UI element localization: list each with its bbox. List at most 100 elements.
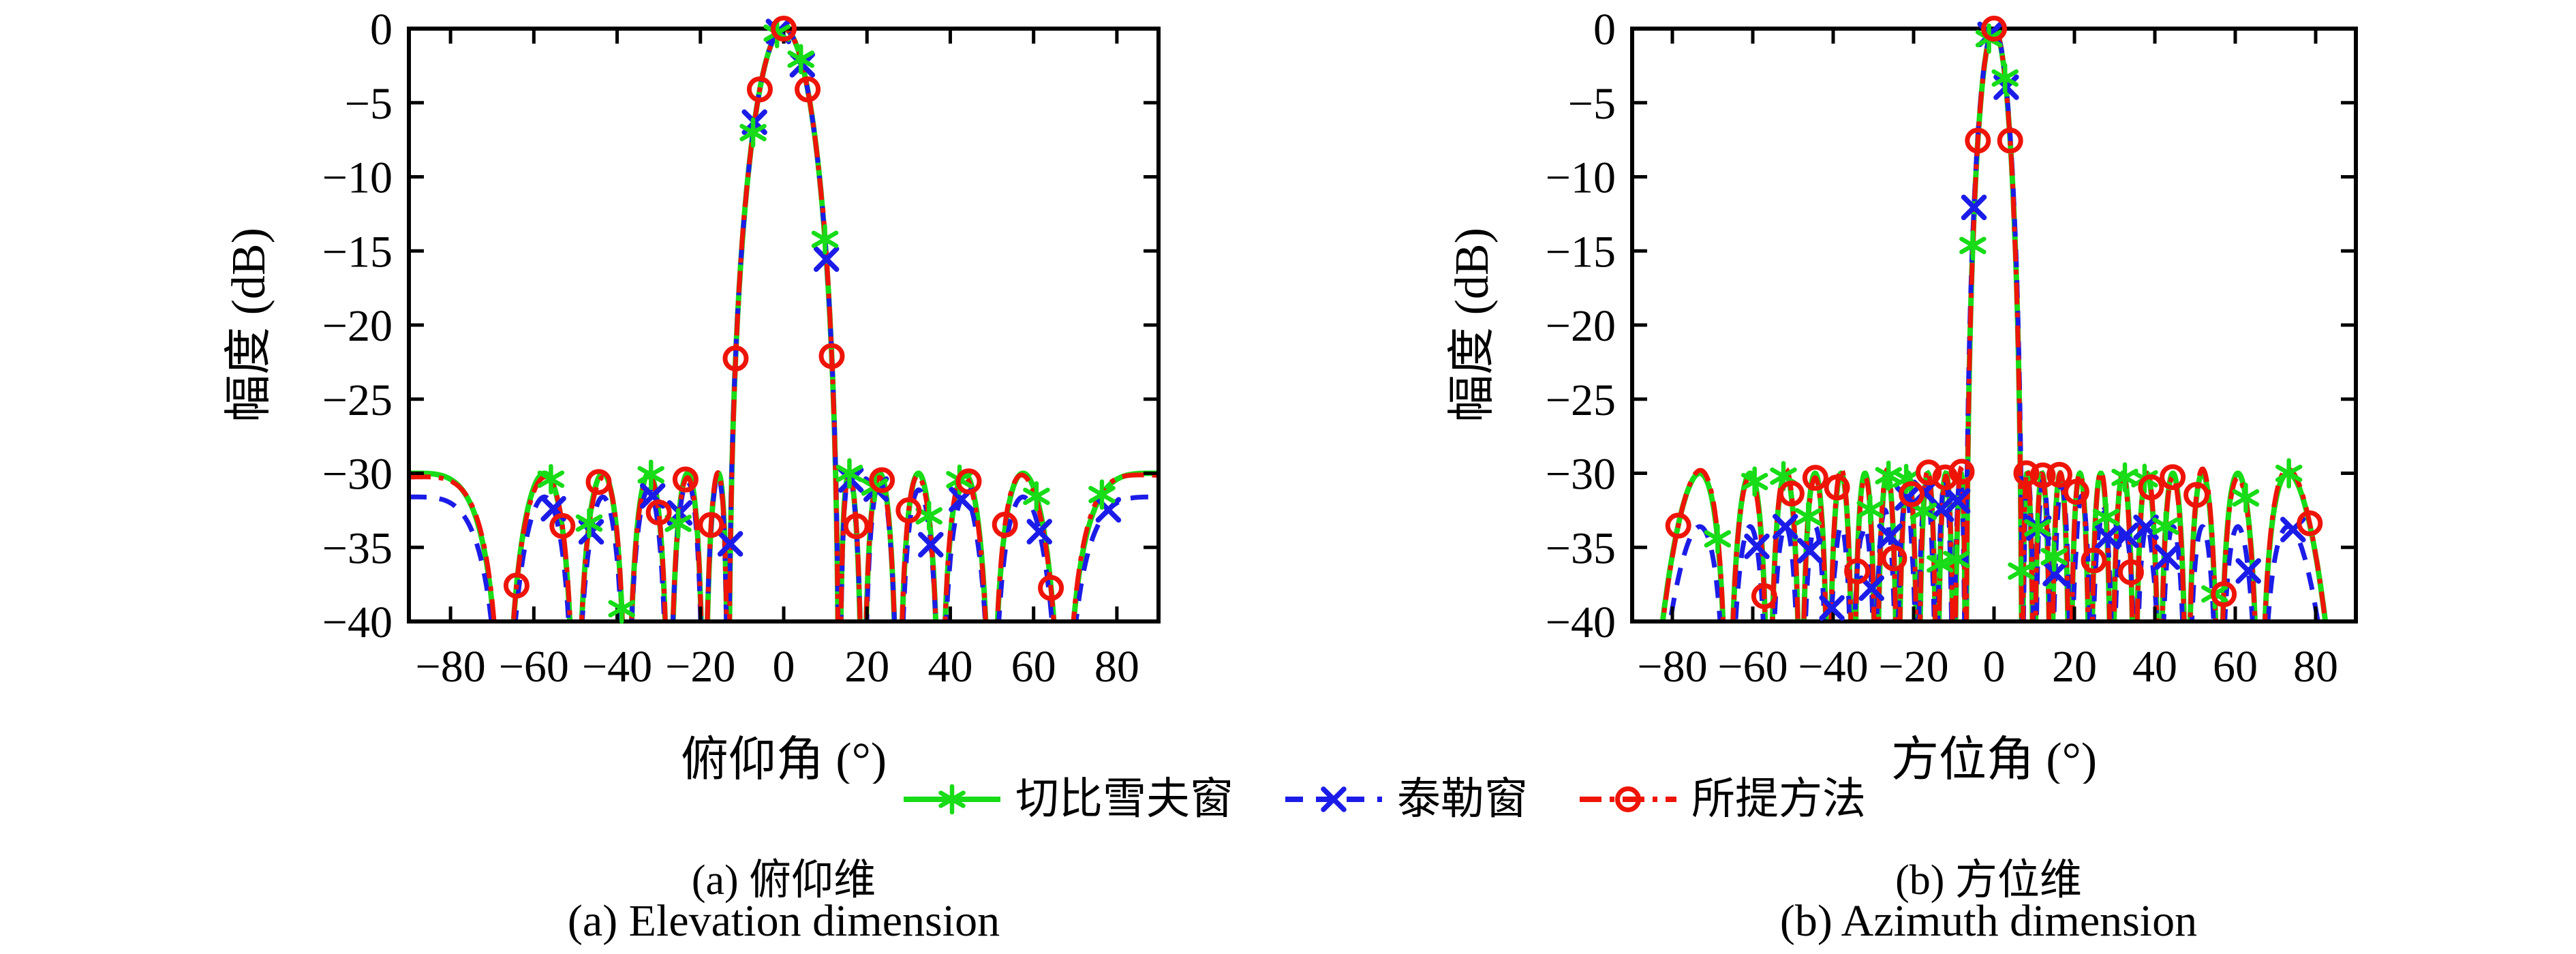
asterisk-marker [2232,482,2260,513]
taylor-line-sample [1285,786,1382,812]
circle-marker [795,76,821,103]
circle-marker [2138,474,2164,501]
asterisk-marker [1991,63,2019,93]
asterisk-marker [739,117,767,148]
proposed-method-markers [503,16,1064,601]
chebyshev-line-sample [904,784,1000,815]
circle-marker [1899,481,1925,508]
azimuth-chart: −80 −60 −40 −20 0 20 40 60 800−5−10−15−20−25−30−… [1446,5,2358,784]
markers-layer [1665,16,2323,621]
legend-label-taylor-window: 泰勒窗 [1397,775,1528,823]
y-tick-label: −10 [1546,153,1616,203]
x-tick-label: 40 [2132,642,2177,692]
legend-label-proposed-method: 所提方法 [1691,775,1866,823]
x-axis-label: 方位角 (°) [1891,734,2097,784]
x-marker [2094,523,2121,550]
y-axis-label: 幅度 (dB) [223,228,275,422]
asterisk-marker [575,508,603,538]
x-tick-label: −20 [1878,642,1948,692]
asterisk-marker [787,44,814,75]
caption-azimuth-zh: (b) 方位维 [1895,857,2082,904]
proposed-method-markers [1665,16,2323,609]
circle-marker [1844,558,1871,585]
asterisk-marker [1943,544,1970,575]
circle-marker [2081,547,2107,574]
x-marker [1744,534,1770,559]
y-tick-label: −5 [1568,79,1616,129]
y-tick-label: −40 [322,598,393,647]
x-marker [717,531,743,557]
circle-marker [1615,786,1641,812]
x-tick-label: 40 [927,642,972,692]
asterisk-marker [2092,502,2120,533]
x-marker [813,246,840,273]
circle-marker [1751,583,1777,609]
legend-item-taylor-window: 泰勒窗 [1283,775,1528,823]
asterisk-marker [1959,230,1987,261]
x-marker [918,532,944,558]
asterisk-marker [1088,479,1116,510]
asterisk-marker [537,463,565,495]
legend-item-chebyshev-window: 切比雪夫窗 [901,775,1233,823]
x-tick-label: −80 [415,642,485,692]
circle-marker [992,511,1018,538]
asterisk-marker [1910,496,1937,527]
legend-item-proposed-method: 所提方法 [1577,775,1866,823]
x-marker [1819,595,1845,621]
y-tick-label: 0 [370,5,393,55]
x-tick-label: −40 [582,642,652,692]
asterisk-marker [2040,541,2068,572]
asterisk-marker [915,500,942,532]
x-tick-label: 80 [2293,642,2338,692]
proposed-method-curve [409,29,1159,621]
legend: 切比雪夫窗 泰勒窗 所提方法 [95,769,2576,830]
circle-marker [1965,127,1991,154]
circle-marker [2160,464,2186,491]
x-tick-label: −60 [499,642,569,692]
x-marker [1877,523,1903,549]
circle-marker [2029,462,2056,489]
circle-marker [1665,512,1691,539]
asterisk-marker [1927,549,1954,579]
asterisk-marker [2008,555,2035,587]
circle-marker [698,512,724,538]
y-tick-label: −10 [322,153,393,203]
circle-marker [549,512,576,539]
y-tick-label: −25 [1546,375,1616,425]
circle-marker [843,513,870,540]
asterisk-marker [1704,523,1732,554]
circle-marker [771,16,797,42]
circle-marker [2117,559,2144,585]
x-tick-label: −20 [665,642,735,692]
circle-marker [1802,465,1828,491]
x-tick-label: −40 [1798,642,1868,692]
x-tick-label: 0 [773,642,795,692]
x-marker [2113,522,2139,549]
x-marker [1944,488,1971,514]
asterisk-marker [1741,466,1768,497]
circle-marker [2063,478,2089,505]
circle-marker [1981,16,2007,42]
proposed-line-sample [1580,786,1676,812]
taylor-window-curve [1668,29,2320,621]
y-axis-label: 幅度 (dB) [1446,228,1499,422]
x-tick-label: 0 [1983,642,2006,692]
x-marker [2042,560,2068,587]
x-marker [1961,194,1987,221]
x-tick-label: 60 [2213,642,2258,692]
circle-marker [1038,574,1064,601]
chebyshev-window-markers [537,18,1116,624]
x-tick-label: −80 [1637,642,1707,692]
asterisk-marker [2024,512,2051,543]
x-tick-label: −60 [1717,642,1788,692]
x-marker [2235,558,2261,584]
circle-marker [1778,480,1805,507]
asterisk-marker [2152,510,2179,542]
y-tick-label: −40 [1546,598,1616,647]
caption-elevation-en: (a) Elevation dimension [567,896,1000,946]
legend-label-chebyshev-window: 切比雪夫窗 [1015,775,1233,823]
elevation-chart: −80 −60 −40 −20 0 20 40 60 80 0 −5 −10 −15 −20 −25 −30 −… [223,5,1161,784]
circle-marker [1916,459,1942,486]
x-tick-label: 20 [844,642,889,692]
